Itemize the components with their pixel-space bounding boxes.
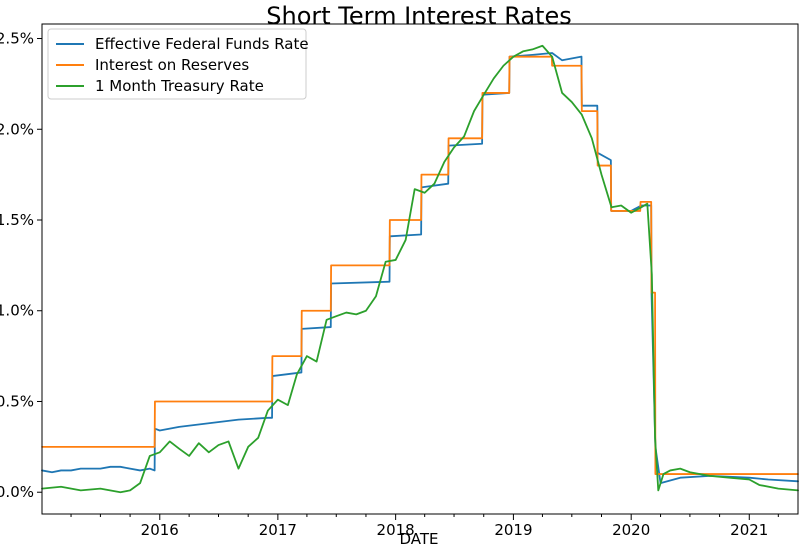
series-layer [41,44,799,494]
x-tick-label: 2020 [612,521,650,539]
series-line-3 [41,44,799,494]
x-tick-label: 2019 [494,521,532,539]
y-tick-label: 1.5% [0,211,34,229]
legend-box [47,28,307,100]
y-tick-label: 0.0% [0,483,34,501]
legend-label-3: 1 Month Treasury Rate [95,77,264,95]
plot-frame [41,23,799,515]
legend: Effective Federal Funds Rate Interest on … [47,28,309,100]
x-tick-label: 2021 [730,521,768,539]
series-line-2 [41,55,799,475]
y-tick-label: 0.5% [0,392,34,410]
x-tick-label: 2016 [141,521,179,539]
y-tick-label: 1.0% [0,302,34,320]
tick-layer: 0.0% 0.5% 1.0% 1.5% 2.0% 2.5% 2016 2017 2018 2019… [0,30,779,539]
legend-label-2: Interest on Reserves [95,56,249,74]
x-axis-title: DATE [399,530,438,548]
chart-title: Short Term Interest Rates [266,2,571,30]
x-tick-label: 2018 [377,521,415,539]
y-tick-label: 2.0% [0,120,34,138]
x-tick-label: 2017 [259,521,297,539]
legend-label-1: Effective Federal Funds Rate [95,35,309,53]
y-tick-label: 2.5% [0,30,34,48]
